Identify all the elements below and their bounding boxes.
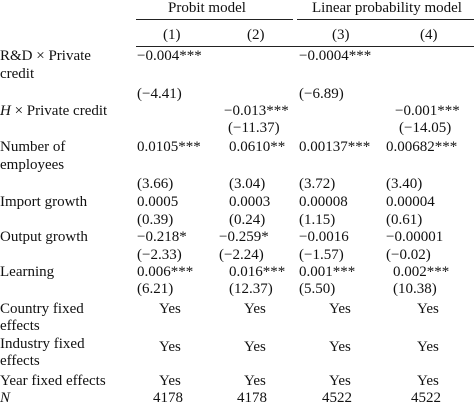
row-label-year-fe: Year fixed effects (0, 373, 106, 389)
cell-tstat: (3.04) (229, 176, 266, 192)
cell-tstat: (1.15) (299, 212, 336, 228)
cell-value: 0.001*** (299, 264, 356, 280)
row-label-learning: Learning (0, 264, 55, 280)
row-label-h-credit: H × Private credit (0, 103, 107, 120)
cell-tstat: (−2.24) (219, 247, 264, 263)
row-label-h-italic: H (0, 103, 11, 119)
cell-value: 4522 (411, 390, 441, 406)
row-label-output-growth: Output growth (0, 229, 88, 245)
cell-value: 0.0610** (229, 139, 286, 155)
cell-tstat: (0.24) (229, 212, 266, 228)
cell-value: 4522 (322, 390, 352, 406)
cell-tstat: (3.66) (137, 176, 174, 192)
column-header-4: (4) (420, 27, 438, 43)
cell-value: 0.0005 (137, 194, 179, 210)
cell-tstat: (−6.89) (299, 86, 344, 102)
cell-tstat: (−14.05) (399, 120, 452, 136)
row-label-country-fe-line2: effects (0, 318, 40, 334)
row-label-employees-line2: employees (0, 157, 65, 173)
cell-value: Yes (329, 301, 351, 317)
row-label-rd-credit-line2: credit (0, 66, 35, 82)
cell-value: 0.00682*** (386, 139, 458, 155)
group-header-probit: Probit model (168, 0, 246, 16)
cell-value: 0.0003 (229, 194, 271, 210)
cell-value: 0.00004 (386, 194, 435, 210)
cell-value: Yes (159, 339, 181, 355)
cell-tstat: (3.40) (386, 176, 423, 192)
cell-tstat: (3.72) (299, 176, 336, 192)
cell-value: Yes (417, 373, 439, 389)
cell-value: 4178 (237, 390, 267, 406)
cell-value: 0.0105*** (137, 139, 201, 155)
row-label-country-fe-line1: Country fixed (0, 301, 84, 317)
cell-value: Yes (159, 373, 181, 389)
cell-value: Yes (417, 301, 439, 317)
cell-tstat: (−0.02) (386, 247, 431, 263)
cell-value: Yes (244, 339, 266, 355)
row-label-n: N (0, 390, 11, 406)
cell-value: 0.016*** (229, 264, 286, 280)
cell-value: Yes (244, 301, 266, 317)
cell-tstat: (−4.41) (137, 86, 182, 102)
group-header-lpm: Linear probability model (312, 0, 462, 16)
row-label-import-growth: Import growth (0, 194, 88, 210)
cell-value: 0.002*** (393, 264, 450, 280)
cell-value: −0.259* (219, 229, 269, 245)
cell-value: 0.00137*** (299, 139, 371, 155)
cell-tstat: (12.37) (229, 281, 273, 297)
cell-value: 4178 (153, 390, 183, 406)
cell-value: −0.0004*** (299, 48, 372, 64)
cell-value: 0.00008 (299, 194, 348, 210)
cell-value: −0.00001 (386, 229, 444, 245)
cell-value: Yes (329, 373, 351, 389)
cell-value: −0.218* (137, 229, 187, 245)
cell-value: −0.013*** (224, 103, 289, 119)
cell-tstat: (0.61) (386, 212, 423, 228)
cell-tstat: (−1.57) (299, 247, 344, 263)
row-label-employees-line1: Number of (0, 139, 66, 155)
cell-value: Yes (159, 301, 181, 317)
column-header-2: (2) (247, 27, 265, 43)
cell-value: −0.004*** (137, 48, 202, 64)
row-label-industry-fe-line1: Industry fixed (0, 336, 85, 352)
column-header-3: (3) (332, 27, 350, 43)
column-header-1: (1) (163, 27, 181, 43)
cell-tstat: (−2.33) (137, 247, 182, 263)
header-rule (136, 46, 474, 47)
group-rule-probit (136, 19, 293, 20)
cell-tstat: (6.21) (137, 281, 174, 297)
cell-value: −0.0016 (299, 229, 349, 245)
cell-value: Yes (244, 373, 266, 389)
group-rule-lpm (297, 19, 474, 20)
cell-tstat: (5.50) (299, 281, 336, 297)
cell-value: Yes (329, 339, 351, 355)
cell-tstat: (−11.37) (228, 120, 280, 136)
cell-tstat: (0.39) (137, 212, 174, 228)
cell-value: 0.006*** (137, 264, 194, 280)
cell-tstat: (10.38) (393, 281, 437, 297)
cell-value: −0.001*** (395, 103, 460, 119)
row-label-rd-credit-line1: R&D × Private (0, 48, 91, 64)
cell-value: Yes (417, 339, 439, 355)
row-label-h-rest: × Private credit (10, 103, 108, 119)
row-label-industry-fe-line2: effects (0, 353, 40, 369)
